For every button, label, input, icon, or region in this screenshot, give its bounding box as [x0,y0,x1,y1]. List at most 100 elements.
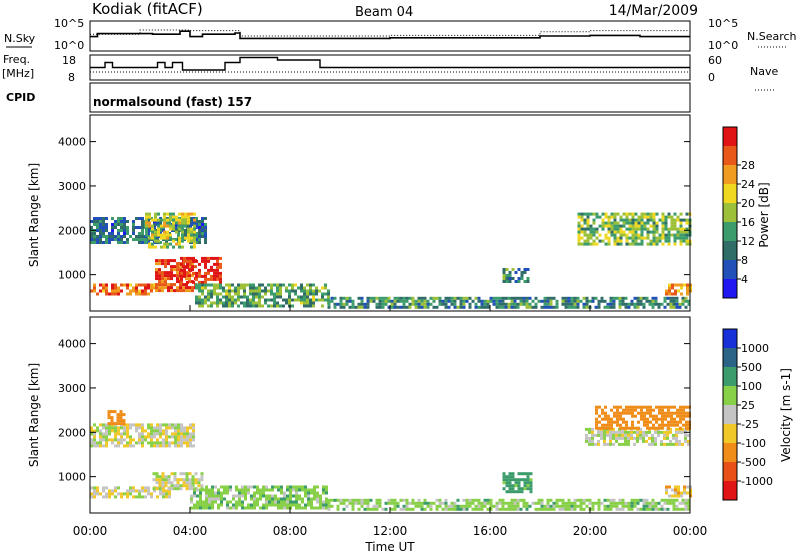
power-cell [111,229,114,232]
velocity-cell [183,429,186,433]
velocity-cell [525,504,529,508]
power-cell [163,245,166,249]
velocity-cell [468,504,472,508]
power-cell [630,299,634,303]
velocity-cell [325,506,328,510]
power-cell [510,299,514,303]
velocity-cell [595,411,598,415]
power-cell [686,292,689,296]
power-cell [228,289,231,293]
velocity-cell [618,433,621,437]
velocity-cell [156,429,159,433]
power-cell [164,259,167,263]
power-cell [195,271,198,275]
power-cell [186,259,189,263]
power-cell [643,224,647,228]
power-cell [176,286,179,290]
power-cell [652,218,656,222]
velocity-cell [232,503,235,507]
power-cell [114,223,117,226]
velocity-cell [670,405,673,409]
power-cell [420,302,424,306]
power-cell [243,286,246,290]
noise-left-label: N.Sky [4,32,36,45]
power-cell [360,302,364,306]
power-cell [597,302,601,306]
velocity-cell [667,414,670,418]
power-cell [564,305,568,309]
velocity-cell [141,426,144,430]
velocity-cell [595,417,598,421]
power-cell [674,289,677,293]
velocity-cell [93,492,96,496]
power-cell [619,230,623,234]
velocity-cell [116,413,120,417]
velocity-cell [402,498,406,502]
velocity-cell [173,487,177,491]
power-cell [126,229,129,232]
velocity-cell [651,436,654,440]
velocity-cell [90,444,93,448]
power-cell [246,295,249,299]
power-cell [408,302,412,306]
power-cell [145,230,148,234]
power-cell [183,259,186,263]
velocity-cell [93,429,96,433]
velocity-cell [168,441,171,445]
velocity-cell [360,504,364,508]
power-cell [523,268,527,271]
power-cell [169,224,172,228]
velocity-cell [613,414,616,418]
power-cell [161,280,164,284]
velocity-cell [196,488,199,492]
power-cell [105,286,108,290]
velocity-cell [114,489,117,493]
velocity-cell [99,435,102,439]
power-cell [191,274,194,278]
velocity-cell [619,423,622,427]
power-cell [170,286,173,290]
power-cell [604,233,608,237]
power-cell [176,262,179,266]
velocity-cell [354,501,358,505]
power-cell [462,296,466,300]
power-cell [309,286,312,290]
power-cell [294,283,297,287]
power-cell [204,277,207,281]
power-cell [570,299,574,303]
velocity-cell [325,497,328,501]
velocity-cell [671,494,674,498]
velocity-cell [510,507,514,511]
velocity-cell [120,435,123,439]
velocity-cell [648,504,652,508]
velocity-cell [375,498,379,502]
power-cell [375,302,379,306]
power-cell [249,298,252,302]
velocity-cell [465,501,469,505]
velocity-cell [645,504,649,508]
power-cell [166,245,169,249]
power-cell [170,277,173,281]
colorbar-tick-label: -100 [741,437,766,450]
velocity-cell [244,497,247,501]
power-cell [225,289,228,293]
power-cell [141,238,144,241]
velocity-cell [666,498,670,502]
power-cell [249,289,252,293]
velocity-cell [274,497,277,501]
velocity-cell [199,503,202,507]
power-cell [360,305,364,309]
velocity-cell [495,507,499,511]
power-cell [144,283,147,287]
power-cell [270,289,273,293]
velocity-cell [609,430,612,434]
power-cell [609,305,613,309]
power-cell [408,296,412,300]
power-cell [528,296,532,300]
power-cell [613,227,617,231]
power-cell [492,299,496,303]
velocity-cell [660,442,663,446]
velocity-cell [110,410,114,414]
velocity-cell [609,442,612,446]
